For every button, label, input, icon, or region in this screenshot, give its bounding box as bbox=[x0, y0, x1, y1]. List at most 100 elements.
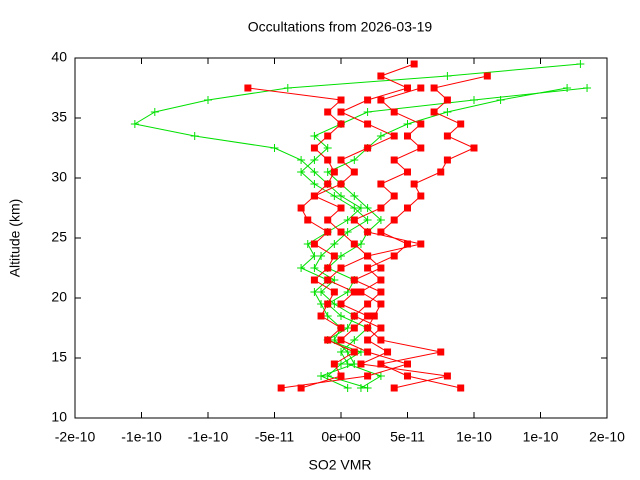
square-marker bbox=[417, 120, 425, 128]
square-marker bbox=[410, 60, 418, 68]
square-marker bbox=[324, 132, 332, 140]
plus-marker bbox=[330, 240, 339, 248]
y-tick-label: 40 bbox=[51, 49, 67, 65]
square-marker bbox=[364, 264, 372, 272]
x-axis-label: SO2 VMR bbox=[308, 457, 371, 473]
square-marker bbox=[350, 312, 358, 320]
square-marker bbox=[377, 324, 385, 332]
square-marker bbox=[417, 192, 425, 200]
square-marker bbox=[297, 204, 305, 212]
square-marker bbox=[337, 372, 345, 380]
square-marker bbox=[377, 300, 385, 308]
square-marker bbox=[483, 72, 491, 80]
square-marker bbox=[443, 132, 451, 140]
square-marker bbox=[404, 372, 411, 380]
square-marker bbox=[304, 216, 312, 224]
square-marker bbox=[350, 240, 358, 248]
square-marker bbox=[377, 72, 385, 80]
square-marker bbox=[310, 240, 318, 248]
square-marker bbox=[364, 144, 372, 152]
square-marker bbox=[337, 204, 345, 212]
plus-marker bbox=[323, 144, 332, 152]
square-marker bbox=[384, 348, 392, 356]
square-marker bbox=[417, 240, 425, 248]
plus-marker bbox=[363, 108, 372, 116]
plus-marker bbox=[356, 384, 365, 392]
plus-marker bbox=[350, 192, 359, 200]
square-marker bbox=[377, 288, 385, 296]
square-marker bbox=[297, 384, 305, 392]
square-marker bbox=[350, 168, 358, 176]
square-marker bbox=[404, 84, 411, 92]
plus-marker bbox=[350, 156, 359, 164]
plus-marker bbox=[323, 312, 332, 320]
profile-line bbox=[326, 87, 568, 389]
profile-line bbox=[281, 63, 415, 389]
square-marker bbox=[443, 372, 451, 380]
square-marker bbox=[324, 108, 332, 116]
square-marker bbox=[364, 312, 372, 320]
plus-marker bbox=[337, 348, 345, 356]
plus-marker bbox=[343, 228, 352, 236]
square-marker bbox=[390, 252, 398, 260]
plus-marker bbox=[297, 156, 306, 164]
square-marker bbox=[350, 324, 358, 332]
square-marker bbox=[390, 132, 398, 140]
y-tick-label: 30 bbox=[51, 169, 67, 185]
plus-marker bbox=[363, 204, 372, 212]
plus-marker bbox=[323, 372, 332, 380]
y-tick-label: 25 bbox=[51, 229, 67, 245]
plus-marker bbox=[150, 108, 159, 116]
square-marker bbox=[324, 276, 332, 284]
x-tick-label: -2e-10 bbox=[55, 429, 96, 445]
plus-marker bbox=[350, 336, 359, 344]
plus-marker bbox=[343, 216, 352, 224]
y-tick-label: 35 bbox=[51, 109, 67, 125]
plus-marker bbox=[330, 192, 339, 200]
square-marker bbox=[357, 288, 365, 296]
plus-marker bbox=[204, 96, 212, 104]
square-marker bbox=[324, 336, 332, 344]
plus-marker bbox=[356, 240, 365, 248]
square-marker bbox=[430, 108, 438, 116]
plus-marker bbox=[443, 72, 452, 80]
square-marker bbox=[430, 84, 438, 92]
plus-marker bbox=[323, 168, 332, 176]
square-marker bbox=[390, 108, 398, 116]
square-marker bbox=[350, 216, 358, 224]
square-marker bbox=[364, 120, 372, 128]
square-marker bbox=[350, 276, 358, 284]
plus-marker bbox=[343, 324, 352, 332]
x-tick-label: -1e-10 bbox=[188, 429, 229, 445]
square-marker bbox=[337, 300, 345, 308]
square-marker bbox=[364, 348, 372, 356]
square-marker bbox=[457, 384, 465, 392]
square-marker bbox=[390, 216, 398, 224]
plus-marker bbox=[310, 156, 319, 164]
chart-title: Occultations from 2026-03-19 bbox=[248, 19, 433, 35]
square-marker bbox=[377, 360, 385, 368]
square-marker bbox=[357, 360, 365, 368]
square-marker bbox=[337, 120, 345, 128]
square-marker bbox=[350, 288, 358, 296]
square-marker bbox=[337, 324, 345, 332]
square-marker bbox=[404, 204, 411, 212]
square-marker bbox=[377, 276, 385, 284]
plus-marker bbox=[337, 312, 345, 320]
plus-marker bbox=[563, 84, 572, 92]
plus-marker bbox=[343, 360, 352, 368]
square-marker bbox=[377, 96, 385, 104]
square-marker bbox=[350, 348, 358, 356]
square-marker bbox=[410, 180, 418, 188]
x-tick-label: 5e-11 bbox=[390, 429, 425, 445]
plus-marker bbox=[363, 216, 372, 224]
square-marker bbox=[337, 96, 345, 104]
square-marker bbox=[457, 120, 465, 128]
x-tick-label: 2e-10 bbox=[589, 429, 625, 445]
plus-marker bbox=[583, 84, 592, 92]
square-marker bbox=[364, 336, 372, 344]
plus-marker bbox=[343, 384, 352, 392]
y-axis-label: Altitude (km) bbox=[7, 199, 23, 278]
square-marker bbox=[377, 336, 385, 344]
square-marker bbox=[324, 180, 332, 188]
